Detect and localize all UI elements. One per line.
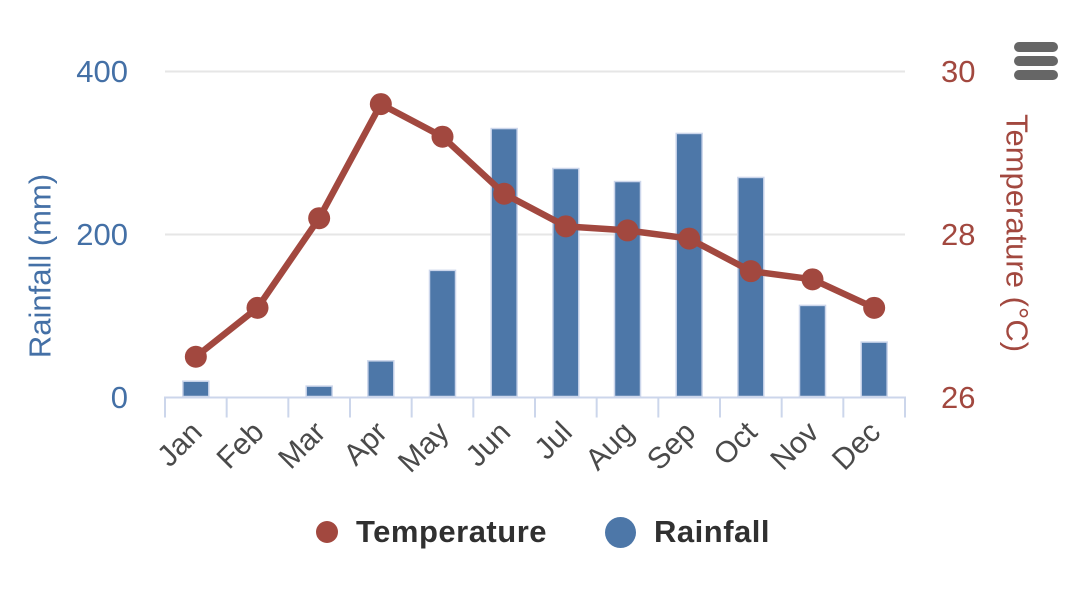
x-tick-label: Jan	[151, 416, 209, 474]
temperature-legend-marker-icon	[316, 521, 339, 543]
rainfall-bar-mar[interactable]	[305, 385, 333, 398]
rainfall-bar-oct[interactable]	[737, 176, 765, 398]
y-tick-label-right: 26	[941, 380, 975, 415]
legend-label-rainfall: Rainfall	[654, 514, 770, 549]
legend-label-temperature: Temperature	[356, 514, 548, 549]
legend-item-temperature[interactable]: Temperature	[316, 514, 547, 550]
y-axis-title-right: Temperature (°C)	[1000, 114, 1035, 352]
y-axis-title-left: Rainfall (mm)	[23, 174, 58, 358]
hamburger-icon-bar	[1014, 56, 1058, 66]
rainfall-bar-apr[interactable]	[367, 360, 395, 398]
y-tick-label-left: 200	[76, 217, 128, 252]
y-tick-label-left: 0	[111, 380, 128, 415]
plot-area: Rainfall (mm) Temperature (°C) 0 200 400 26…	[23, 54, 1035, 479]
export-menu-button[interactable]	[1014, 42, 1058, 80]
rainfall-bar-may[interactable]	[428, 269, 457, 398]
x-tick-label: Aug	[579, 416, 640, 477]
temperature-marker-aug[interactable]	[616, 219, 639, 242]
y-tick-label-left: 400	[76, 54, 128, 89]
rainfall-bar-dec[interactable]	[860, 341, 888, 398]
temperature-marker-jun[interactable]	[493, 182, 516, 205]
x-tick-label: Apr	[337, 416, 393, 472]
x-tick-label: Oct	[707, 415, 764, 472]
y-tick-label-right: 28	[941, 217, 975, 252]
temperature-marker-feb[interactable]	[246, 296, 269, 319]
temperature-marker-mar[interactable]	[308, 207, 331, 230]
temperature-marker-jul[interactable]	[554, 215, 577, 238]
x-tick-label: Nov	[764, 416, 825, 477]
y-tick-label-right: 30	[941, 54, 975, 89]
legend: Temperature Rainfall	[0, 514, 1086, 550]
rainfall-bar-jun[interactable]	[490, 127, 518, 398]
temperature-marker-sep[interactable]	[678, 227, 701, 250]
rainfall-legend-marker-icon	[605, 516, 637, 548]
rainfall-bar-sep[interactable]	[675, 132, 703, 398]
rainfall-bar-nov[interactable]	[798, 304, 827, 398]
x-tick-label: Jun	[460, 416, 518, 474]
legend-item-rainfall[interactable]: Rainfall	[605, 514, 770, 550]
x-tick-label: Dec	[826, 416, 887, 477]
x-tick-label: Feb	[211, 416, 271, 476]
x-tick-label: Jul	[528, 416, 578, 466]
temperature-marker-oct[interactable]	[739, 260, 762, 283]
temperature-marker-nov[interactable]	[801, 268, 824, 291]
temperature-marker-may[interactable]	[431, 125, 454, 148]
rainfall-bar-jan[interactable]	[182, 380, 210, 398]
x-tick-label: Mar	[272, 416, 332, 476]
temperature-marker-apr[interactable]	[369, 93, 392, 116]
rainfall-bar-aug[interactable]	[613, 180, 642, 398]
temperature-marker-jan[interactable]	[184, 345, 207, 368]
rainfall-bar-jul[interactable]	[552, 167, 580, 398]
x-tick-label: May	[392, 416, 455, 479]
temperature-marker-dec[interactable]	[863, 296, 886, 319]
x-tick-label: Sep	[641, 416, 702, 477]
temperature-line[interactable]	[192, 100, 878, 360]
hamburger-icon-bar	[1014, 42, 1058, 52]
hamburger-icon-bar	[1014, 70, 1058, 80]
